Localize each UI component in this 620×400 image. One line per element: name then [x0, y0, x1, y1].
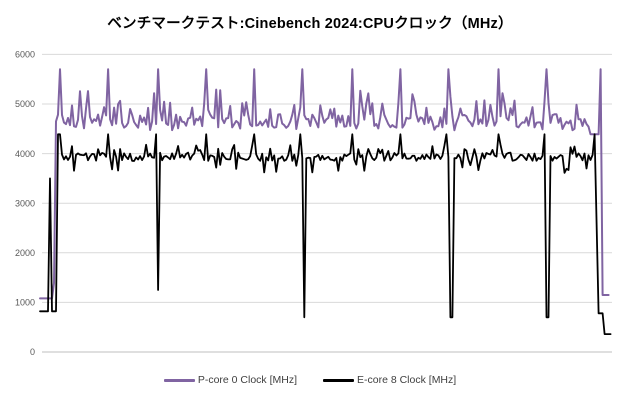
y-tick-label: 3000	[15, 198, 35, 208]
legend-item-e-core: E-core 8 Clock [MHz]	[323, 374, 456, 386]
legend: P-core 0 Clock [MHz] E-core 8 Clock [MHz…	[0, 374, 620, 386]
y-tick-label: 2000	[15, 248, 35, 258]
y-tick-label: 1000	[15, 298, 35, 308]
y-tick-label: 0	[30, 347, 35, 357]
legend-label-p-core: P-core 0 Clock [MHz]	[197, 374, 297, 386]
series-line-e-core-8	[39, 133, 612, 336]
chart-title: ベンチマークテスト:Cinebench 2024:CPUクロック（MHz）	[107, 16, 513, 32]
y-tick-label: 5000	[15, 99, 35, 109]
series-line-p-core-0	[39, 68, 610, 300]
legend-item-p-core: P-core 0 Clock [MHz]	[163, 374, 297, 386]
legend-swatch-p-core	[163, 378, 195, 382]
y-tick-label: 6000	[15, 50, 35, 60]
legend-swatch-e-core	[323, 378, 354, 382]
y-tick-label: 4000	[15, 149, 35, 159]
legend-label-e-core: E-core 8 Clock [MHz]	[357, 374, 457, 386]
